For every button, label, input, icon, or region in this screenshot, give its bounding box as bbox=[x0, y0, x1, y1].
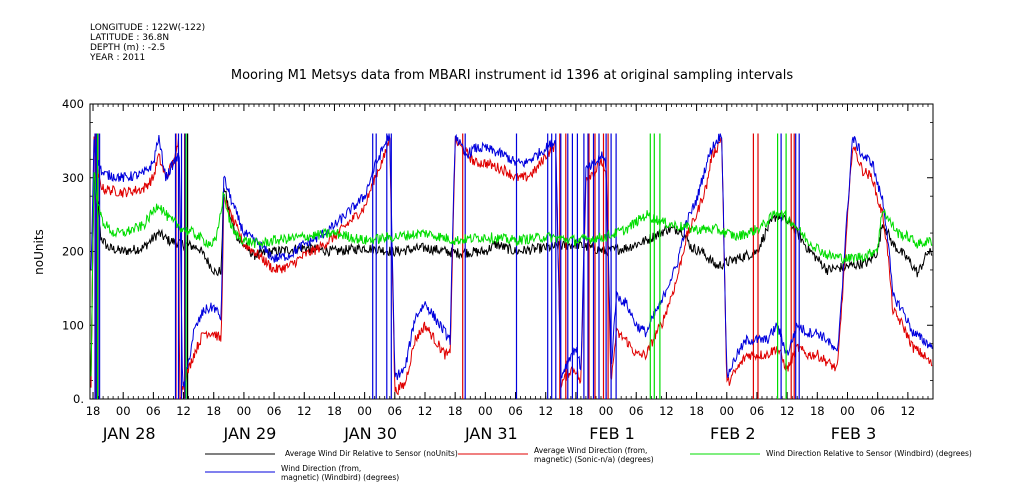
x-tick-label: 06 bbox=[387, 404, 402, 418]
legend-label: Average Wind Dir Relative to Sensor (noU… bbox=[285, 449, 458, 458]
legend-label: magnetic) (Sonic-n/a) (degrees) bbox=[534, 455, 654, 464]
series-0 bbox=[90, 133, 933, 399]
x-tick-label: 18 bbox=[810, 404, 825, 418]
series-2 bbox=[90, 133, 933, 399]
x-tick-label: 18 bbox=[689, 404, 704, 418]
x-tick-label: 12 bbox=[176, 404, 191, 418]
y-tick-label: 300 bbox=[62, 171, 84, 185]
x-tick-label: 12 bbox=[538, 404, 553, 418]
x-tick-label: 06 bbox=[267, 404, 282, 418]
x-tick-label: 18 bbox=[206, 404, 221, 418]
header-line-year: YEAR : 2011 bbox=[89, 53, 145, 63]
x-tick-label: 06 bbox=[870, 404, 885, 418]
x-tick-label: 18 bbox=[569, 404, 584, 418]
x-tick-label: 06 bbox=[750, 404, 765, 418]
y-axis-label: noUnits bbox=[32, 229, 46, 275]
x-tick-label: 00 bbox=[237, 404, 252, 418]
x-tick-label: 00 bbox=[116, 404, 131, 418]
y-tick-label: 100 bbox=[62, 318, 84, 332]
legend-label: Wind Direction Relative to Sensor (Windb… bbox=[766, 449, 972, 458]
chart-title: Mooring M1 Metsys data from MBARI instru… bbox=[231, 68, 793, 83]
y-tick-label: 400 bbox=[62, 97, 84, 111]
x-day-label: FEB 1 bbox=[589, 424, 635, 443]
header-line-longitude: LONGITUDE : 122W(-122) bbox=[90, 23, 205, 33]
x-tick-label: 12 bbox=[780, 404, 795, 418]
legend: Average Wind Dir Relative to Sensor (noU… bbox=[205, 446, 972, 482]
x-tick-label: 06 bbox=[629, 404, 644, 418]
y-tick-label: 200 bbox=[62, 245, 84, 259]
x-tick-label: 00 bbox=[357, 404, 372, 418]
series-1 bbox=[90, 133, 933, 399]
x-day-label: FEB 3 bbox=[831, 424, 877, 443]
x-tick-label: 06 bbox=[508, 404, 523, 418]
x-day-label: JAN 28 bbox=[102, 424, 156, 443]
x-tick-label: 00 bbox=[478, 404, 493, 418]
x-day-label: JAN 30 bbox=[343, 424, 397, 443]
x-day-label: JAN 31 bbox=[464, 424, 518, 443]
x-tick-label: 12 bbox=[901, 404, 916, 418]
x-tick-label: 12 bbox=[297, 404, 312, 418]
legend-label: Wind Direction (from, bbox=[281, 464, 361, 473]
x-tick-label: 06 bbox=[146, 404, 161, 418]
header-line-latitude: LATITUDE : 36.8N bbox=[90, 33, 169, 43]
x-tick-label: 00 bbox=[599, 404, 614, 418]
x-tick-label: 18 bbox=[86, 404, 101, 418]
series-line bbox=[90, 133, 933, 388]
x-tick-label: 00 bbox=[719, 404, 734, 418]
legend-label: magnetic) (Windbird) (degrees) bbox=[281, 473, 399, 482]
series-line bbox=[90, 135, 933, 399]
y-tick-label: 0. bbox=[73, 392, 84, 406]
x-tick-label: 18 bbox=[327, 404, 342, 418]
x-day-label: FEB 2 bbox=[710, 424, 756, 443]
x-day-label: JAN 29 bbox=[223, 424, 277, 443]
series-line bbox=[90, 175, 933, 372]
series-3 bbox=[90, 133, 933, 399]
header-line-depth: DEPTH (m) : -2.5 bbox=[90, 43, 165, 53]
x-tick-label: 12 bbox=[659, 404, 674, 418]
series-line bbox=[90, 171, 933, 377]
x-tick-label: 18 bbox=[448, 404, 463, 418]
legend-label: Average Wind Direction (from, bbox=[534, 446, 647, 455]
x-tick-label: 00 bbox=[840, 404, 855, 418]
header-metadata: LONGITUDE : 122W(-122) LATITUDE : 36.8N … bbox=[89, 23, 205, 63]
x-tick-label: 12 bbox=[418, 404, 433, 418]
plot-area: 18 00 06 12 18 00 06 12 18 00 06 12 18 00 06 12 18 00 06 12… bbox=[62, 97, 934, 443]
